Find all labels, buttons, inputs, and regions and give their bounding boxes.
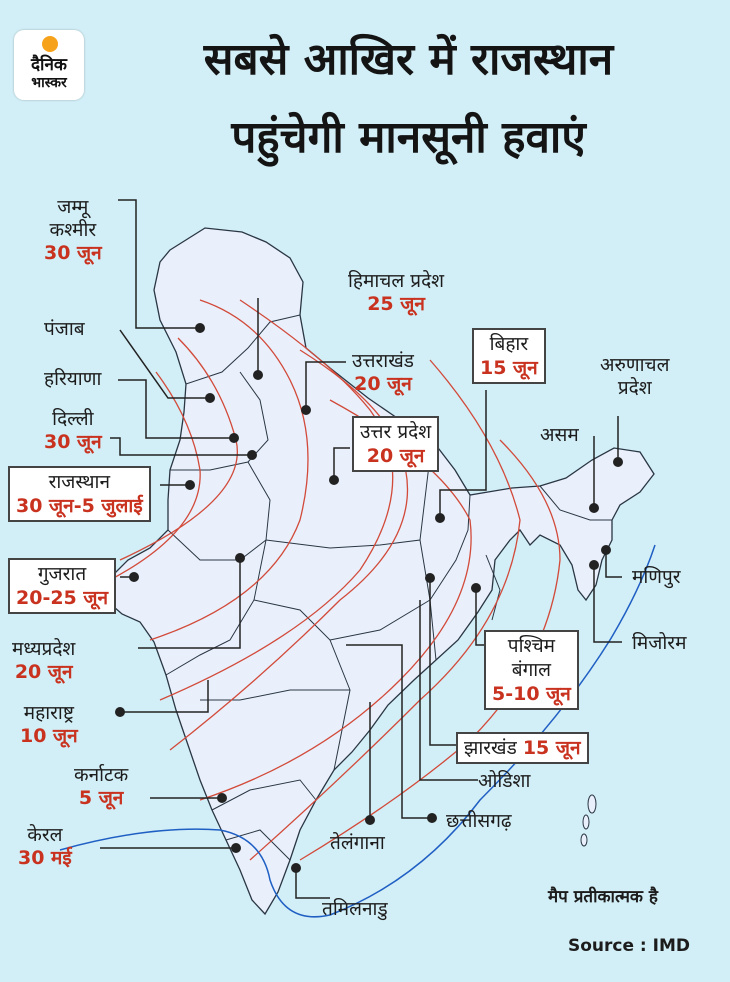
label-maharashtra: महाराष्ट्र 10 जून [20, 702, 78, 747]
monsoon-onset-line [59, 544, 656, 918]
location-dots [115, 323, 623, 873]
label-manipur: मणिपुर [632, 566, 681, 588]
label-jammu-kashmir: जम्मू कश्मीर 30 जून [44, 196, 102, 264]
label-arunachal-pradesh: अरुणाचल प्रदेश [600, 354, 670, 399]
title-line2: पहुंचेगी मानसूनी हवाएं [231, 112, 586, 163]
leader-lines [100, 199, 622, 899]
label-himachal-pradesh: हिमाचल प्रदेश 25 जून [348, 270, 445, 315]
logo-line1: दैनिक [31, 55, 67, 75]
label-telangana: तेलंगाना [330, 832, 385, 854]
label-uttarakhand: उत्तराखंड 20 जून [352, 350, 414, 395]
dainik-bhaskar-logo: दैनिक भास्कर [14, 30, 84, 100]
label-mizoram: मिजोरम [632, 632, 687, 654]
box-west-bengal: पश्चिम बंगाल 5-10 जून [484, 630, 579, 710]
label-kerala: केरल 30 मई [18, 824, 72, 869]
label-chhattisgarh: छत्तीसगढ़ [446, 810, 512, 832]
label-punjab: पंजाब [44, 318, 85, 340]
box-bihar: बिहार 15 जून [472, 328, 546, 384]
box-gujarat: गुजरात 20-25 जून [8, 558, 117, 614]
label-assam: असम [540, 424, 579, 446]
india-landmass [105, 227, 655, 916]
andaman-islands [580, 794, 597, 847]
logo-line2: भास्कर [31, 75, 67, 91]
sun-icon [42, 36, 58, 52]
label-madhya-pradesh: मध्यप्रदेश 20 जून [12, 638, 76, 683]
box-jharkhand: झारखंड 15 जून [456, 732, 589, 764]
label-karnataka: कर्नाटक 5 जून [74, 764, 129, 809]
title-line1: सबसे आखिर में राजस्थान [203, 34, 614, 85]
map-disclaimer: मैप प्रतीकात्मक है [548, 887, 658, 907]
label-delhi: दिल्ली 30 जून [44, 408, 102, 453]
label-haryana: हरियाणा [44, 368, 102, 390]
source-credit: Source : IMD [568, 936, 691, 956]
box-rajasthan: राजस्थान 30 जून-5 जुलाई [8, 466, 151, 522]
label-odisha: ओडिशा [478, 770, 531, 792]
label-tamil-nadu: तमिलनाडु [322, 898, 388, 920]
box-uttar-pradesh: उत्तर प्रदेश 20 जून [352, 416, 440, 472]
